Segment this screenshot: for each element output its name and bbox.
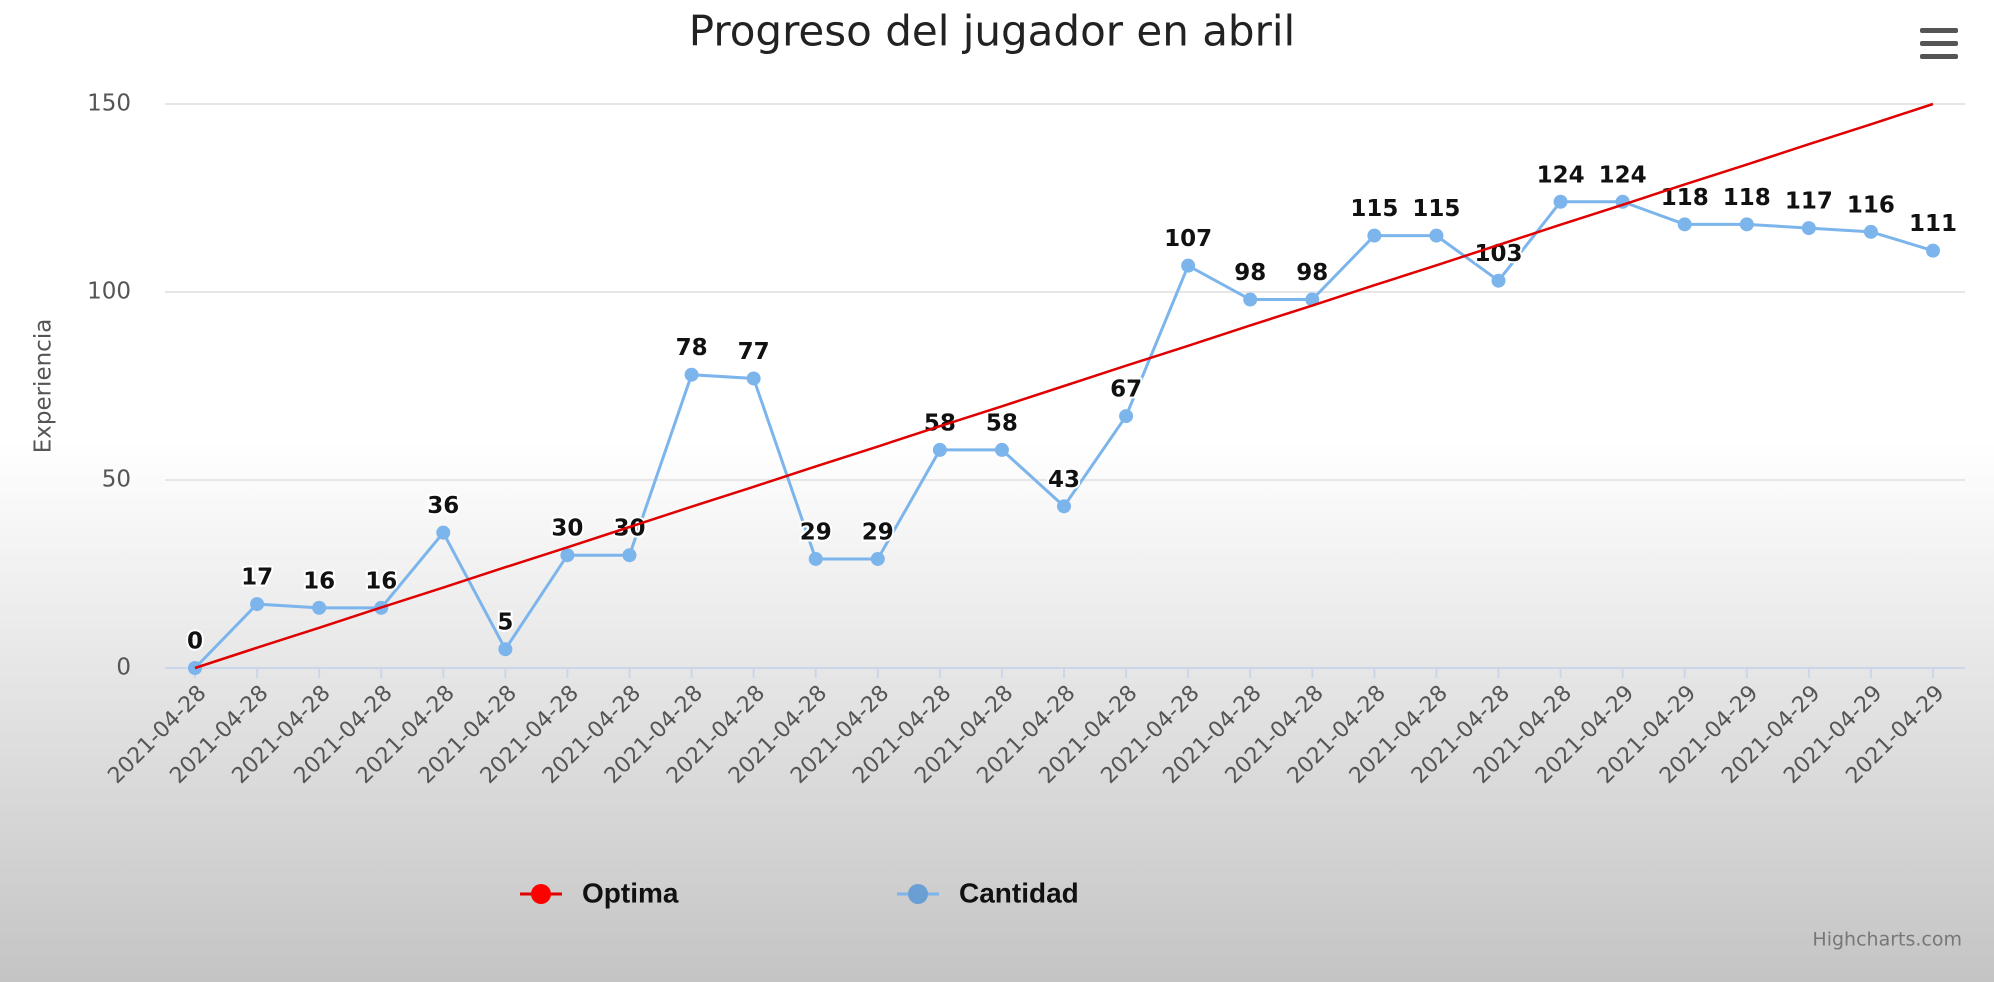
data-label: 98 — [1234, 260, 1266, 286]
data-label: 29 — [800, 519, 832, 545]
y-tick-label: 100 — [87, 279, 131, 305]
data-label: 16 — [365, 568, 397, 594]
data-label: 118 — [1723, 185, 1771, 211]
data-label: 29 — [862, 519, 894, 545]
chart-title: Progreso del jugador en abril — [689, 7, 1295, 56]
point — [994, 442, 1009, 457]
series-optima — [194, 102, 1934, 670]
point — [250, 597, 265, 612]
data-label: 115 — [1412, 196, 1460, 222]
data-label: 115 — [1350, 196, 1398, 222]
data-label: 124 — [1537, 162, 1585, 188]
legend-item[interactable]: Cantidad — [897, 877, 1079, 908]
data-label: 124 — [1599, 162, 1647, 188]
point — [1553, 194, 1568, 209]
point — [1491, 273, 1506, 288]
point — [808, 551, 823, 566]
data-label: 78 — [676, 335, 708, 361]
point — [1181, 258, 1196, 273]
credit: Highcharts.com — [1812, 929, 1962, 951]
data-label: 36 — [427, 493, 459, 519]
data-label: 67 — [1110, 377, 1142, 403]
point — [746, 371, 761, 386]
point — [560, 548, 575, 563]
data-label: 116 — [1847, 192, 1895, 218]
data-label: 30 — [551, 516, 583, 542]
point — [684, 367, 699, 382]
data-label: 16 — [303, 568, 335, 594]
legend-label: Optima — [582, 877, 679, 908]
menu-bar — [1920, 41, 1958, 46]
data-label: 30 — [613, 516, 645, 542]
menu-bar — [1920, 28, 1958, 33]
data-label: 58 — [986, 410, 1018, 436]
y-tick-label: 0 — [116, 655, 131, 681]
data-label: 0 — [187, 629, 203, 655]
y-axis-label: Experiencia — [31, 319, 57, 454]
point — [932, 442, 947, 457]
legend-marker — [908, 884, 928, 904]
data-label: 117 — [1785, 189, 1833, 215]
data-label: 43 — [1048, 467, 1080, 493]
point — [1677, 217, 1692, 232]
point — [498, 642, 513, 657]
point — [870, 551, 885, 566]
menu-bar — [1920, 54, 1958, 59]
data-label: 5 — [497, 610, 513, 636]
legend-marker — [531, 884, 551, 904]
point — [622, 548, 637, 563]
data-label: 118 — [1661, 185, 1709, 211]
point — [1057, 499, 1071, 514]
point — [1243, 292, 1258, 307]
point — [436, 525, 451, 540]
y-tick-label: 150 — [87, 91, 131, 117]
point — [312, 600, 327, 615]
legend-item[interactable]: Optima — [520, 877, 679, 908]
data-label: 107 — [1164, 226, 1212, 252]
y-tick-label: 50 — [102, 467, 131, 493]
point — [1801, 221, 1816, 236]
data-label: 111 — [1909, 211, 1957, 237]
point — [1926, 243, 1940, 258]
point — [1429, 228, 1444, 243]
data-label: 77 — [738, 339, 770, 365]
point — [1305, 292, 1320, 307]
point — [1367, 228, 1382, 243]
legend-label: Cantidad — [959, 877, 1079, 908]
series-line — [194, 102, 1934, 670]
point — [1739, 217, 1754, 232]
menu-button[interactable] — [1920, 28, 1958, 59]
point — [1119, 409, 1134, 424]
data-label: 98 — [1296, 260, 1328, 286]
point — [1863, 224, 1878, 239]
data-label: 17 — [241, 565, 273, 591]
